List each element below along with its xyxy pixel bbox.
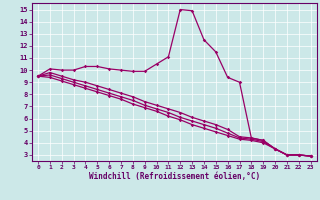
X-axis label: Windchill (Refroidissement éolien,°C): Windchill (Refroidissement éolien,°C) (89, 172, 260, 181)
